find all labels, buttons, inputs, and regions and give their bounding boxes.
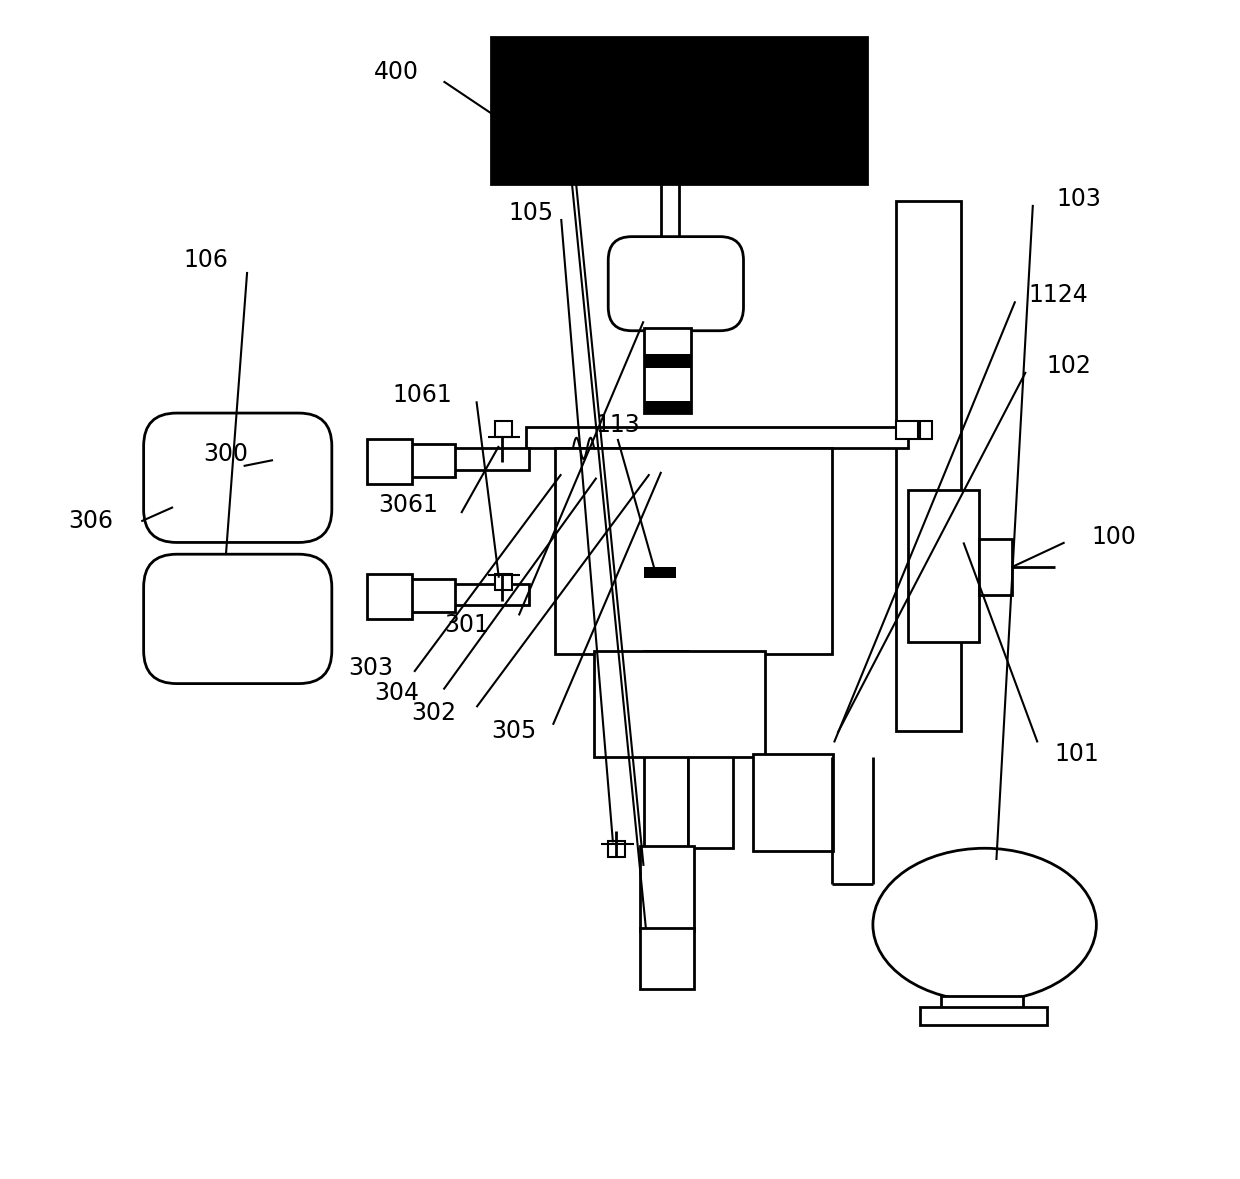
FancyBboxPatch shape [144, 413, 332, 542]
Bar [644, 329, 691, 413]
Bar [449, 584, 529, 605]
Text: 1124: 1124 [1029, 283, 1089, 308]
FancyBboxPatch shape [144, 554, 332, 684]
Text: 102: 102 [1047, 354, 1091, 378]
Text: 113: 113 [595, 413, 640, 437]
Bar [644, 354, 691, 368]
Text: 106: 106 [184, 248, 228, 272]
Text: 305: 305 [491, 719, 537, 743]
Text: 100: 100 [1091, 525, 1136, 548]
Bar [897, 421, 918, 439]
Bar [920, 1007, 1047, 1025]
Bar [367, 439, 412, 483]
Bar [367, 574, 412, 619]
Bar [594, 651, 765, 757]
Bar [640, 928, 694, 989]
Bar [640, 845, 694, 930]
Bar [644, 567, 677, 578]
Bar [449, 448, 529, 469]
Bar [609, 841, 625, 856]
Bar [495, 421, 512, 436]
Text: 301: 301 [445, 613, 490, 637]
Text: 101: 101 [1054, 742, 1099, 766]
Bar [495, 574, 512, 590]
Bar [908, 489, 978, 643]
Text: 300: 300 [203, 442, 248, 466]
Bar [526, 427, 908, 448]
Bar [688, 731, 733, 848]
Bar [405, 579, 455, 612]
Text: 302: 302 [412, 702, 456, 725]
FancyBboxPatch shape [609, 237, 744, 331]
Text: 1061: 1061 [393, 383, 453, 408]
Bar [978, 539, 1012, 595]
Bar [644, 651, 688, 848]
Text: 304: 304 [374, 681, 419, 705]
Bar [941, 996, 1023, 1010]
Text: 306: 306 [68, 509, 113, 533]
Bar [753, 755, 833, 850]
Text: 3061: 3061 [378, 493, 438, 516]
Bar [644, 401, 691, 413]
Bar [897, 202, 961, 731]
Text: 303: 303 [348, 657, 393, 680]
Bar [491, 37, 867, 184]
Text: 103: 103 [1056, 187, 1101, 211]
Text: 400: 400 [374, 60, 419, 84]
Ellipse shape [873, 848, 1096, 1001]
Text: 201: 201 [521, 157, 565, 180]
Text: 200: 200 [508, 116, 553, 139]
Bar [405, 443, 455, 476]
Text: 105: 105 [508, 202, 553, 225]
Bar [920, 421, 931, 439]
Bar [556, 448, 832, 654]
